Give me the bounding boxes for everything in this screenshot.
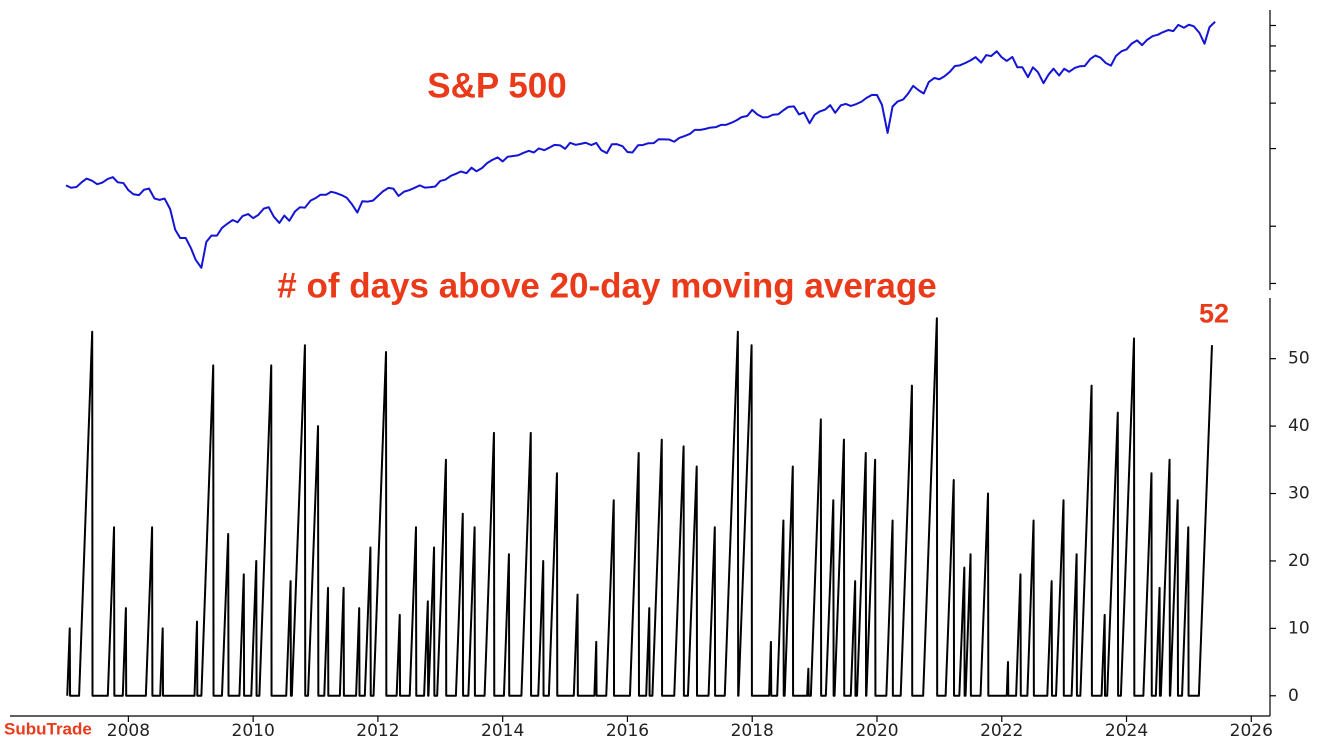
x-tick-label: 2012 <box>356 721 399 741</box>
watermark: SubuTrade <box>4 719 92 738</box>
chart-title: # of days above 20-day moving average <box>277 266 936 305</box>
y-tick-label: 10 <box>1288 618 1310 638</box>
series-line <box>66 317 1213 697</box>
x-tick-label: 2024 <box>1105 721 1148 741</box>
x-tick-label: 2018 <box>731 721 774 741</box>
x-tick-label: 2016 <box>606 721 649 741</box>
y-tick-label: 0 <box>1288 686 1299 706</box>
x-tick-label: 2026 <box>1230 721 1273 741</box>
series-line <box>65 21 1216 269</box>
x-tick-label: 2010 <box>232 721 275 741</box>
y-tick-label: 20 <box>1288 551 1310 571</box>
y-tick-label: 40 <box>1288 416 1310 436</box>
x-tick-label: 2014 <box>481 721 524 741</box>
last-value-label: 52 <box>1199 298 1229 328</box>
y-tick-label: 50 <box>1288 349 1310 369</box>
x-tick-label: 2022 <box>980 721 1023 741</box>
y-tick-label: 30 <box>1288 484 1310 504</box>
chart-title: S&P 500 <box>427 66 566 105</box>
x-tick-label: 2020 <box>855 721 898 741</box>
x-tick-label: 2008 <box>107 721 150 741</box>
